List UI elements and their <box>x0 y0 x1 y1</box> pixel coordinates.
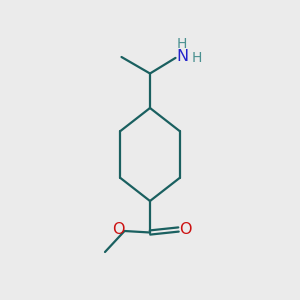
Text: H: H <box>191 51 202 65</box>
Text: O: O <box>112 222 124 237</box>
Text: O: O <box>179 222 191 237</box>
Text: N: N <box>176 50 188 64</box>
Text: H: H <box>177 38 187 51</box>
